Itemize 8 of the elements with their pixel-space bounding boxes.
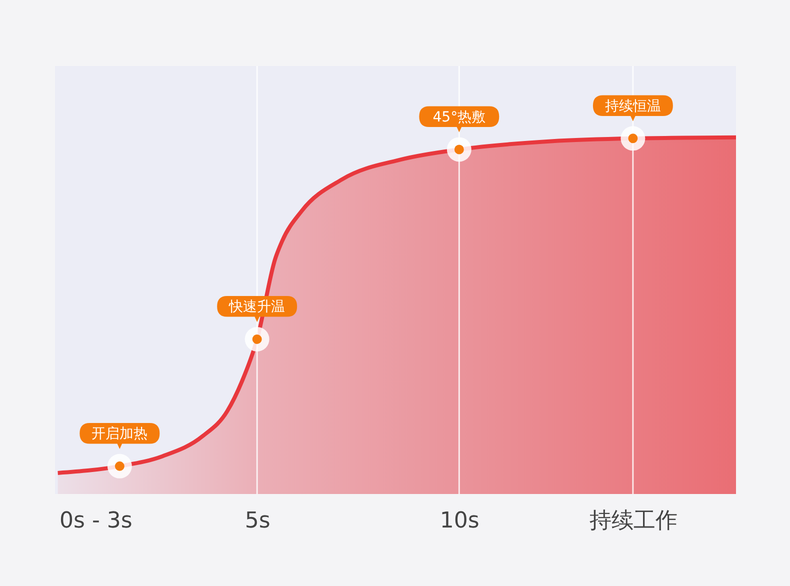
annotation: 快速升温 — [228, 299, 286, 316]
annotation: 持续恒温 — [604, 98, 661, 114]
x-tick-label: 持续工作 — [589, 508, 678, 534]
x-tick-label: 0s - 3s — [59, 508, 132, 534]
x-tick-label: 10s — [440, 508, 480, 534]
annotation: 45°热敷 — [432, 109, 486, 126]
annotation: 开启加热 — [92, 426, 148, 442]
x-tick-label: 5s — [244, 508, 270, 534]
